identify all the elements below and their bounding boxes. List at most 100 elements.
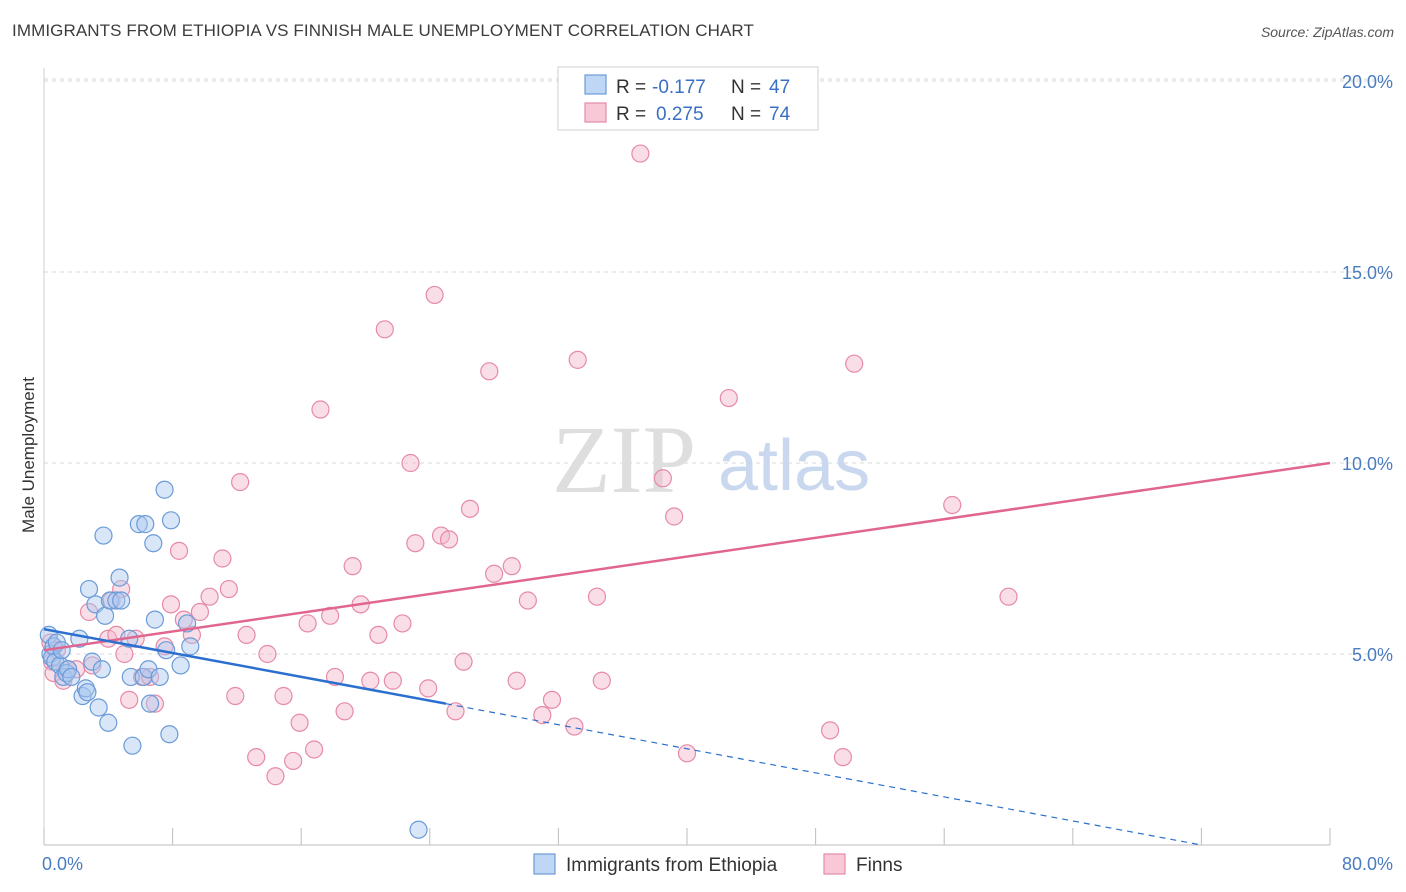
blue-point-41: [160, 725, 179, 744]
pink-point-67: [568, 350, 587, 369]
pink-point-42: [335, 702, 354, 721]
blue-point-16: [79, 579, 99, 599]
pink-point-24: [190, 602, 210, 622]
pink-point-13: [115, 644, 134, 664]
blue-point-27: [112, 591, 131, 610]
y-axis-label: Male Unemployment: [19, 377, 38, 533]
pink-point-29: [231, 473, 250, 492]
pink-point-20: [161, 595, 181, 614]
blue-point-31: [129, 515, 148, 534]
blue-point-17: [83, 652, 102, 671]
axes: 5.0% 10.0% 15.0% 20.0% 0.0% 80.0%: [42, 68, 1393, 874]
blue-point-19: [89, 698, 108, 717]
blue-point-29: [121, 667, 140, 687]
blue-point-46: [409, 820, 428, 839]
pink-point-51: [406, 534, 425, 553]
pink-point-73: [820, 721, 840, 740]
blue-point-38: [150, 667, 169, 687]
pink-point-2: [44, 663, 63, 683]
blue-point-11: [62, 667, 81, 687]
blue-point-45: [181, 637, 200, 656]
pink-point-46: [369, 625, 388, 645]
x-tick-label-1: 80.0%: [1342, 854, 1393, 874]
pink-point-21: [169, 541, 189, 560]
grid: [44, 78, 1390, 655]
y-tick-label-1: 10.0%: [1342, 454, 1393, 474]
pink-point-38: [304, 740, 324, 759]
pink-point-35: [284, 751, 303, 771]
blue-point-23: [99, 713, 118, 732]
blue-point-42: [161, 511, 181, 530]
legend-n-label-0: N =: [731, 77, 761, 98]
blue-point-7: [52, 641, 71, 660]
pink-point-78: [943, 495, 962, 515]
pink-point-70: [631, 144, 650, 163]
pink-point-79: [999, 587, 1018, 606]
pink-point-27: [219, 579, 238, 599]
legend-n-label-1: N =: [731, 104, 761, 125]
pink-point-49: [393, 614, 412, 633]
pink-point-76: [845, 354, 864, 373]
blue-point-25: [107, 591, 126, 610]
pink-point-36: [290, 713, 309, 732]
blue-point-15: [78, 683, 97, 702]
pink-point-47: [375, 320, 394, 339]
pink-point-71: [653, 469, 672, 488]
pink-point-50: [401, 453, 420, 473]
x-tick-label-0: 0.0%: [42, 854, 83, 874]
legend-r-label-0: R =: [616, 77, 646, 98]
pink-point-45: [361, 671, 380, 690]
pink-point-18: [145, 694, 165, 713]
trend-line-finns: [43, 461, 1331, 652]
pink-point-30: [237, 625, 256, 645]
watermark-atlas: atlas: [718, 426, 870, 506]
pink-point-39: [311, 400, 330, 419]
data-points: [39, 144, 1018, 839]
y-tick-label-2: 15.0%: [1342, 263, 1393, 283]
blue-point-26: [110, 568, 129, 587]
legend-swatch-blue: [584, 74, 607, 95]
pink-point-77: [833, 748, 853, 767]
pink-point-17: [140, 667, 160, 687]
pink-point-63: [518, 591, 537, 610]
blue-point-33: [136, 515, 155, 534]
trend-lines: [43, 461, 1331, 846]
y-tick-label-3: 20.0%: [1342, 72, 1393, 92]
pink-point-34: [274, 686, 293, 706]
pink-point-33: [266, 767, 285, 786]
pink-point-31: [247, 748, 266, 767]
blue-point-37: [145, 610, 165, 629]
legend-r-label-1: R =: [616, 104, 646, 125]
pink-point-14: [120, 690, 139, 709]
pink-point-25: [200, 587, 219, 606]
watermark: ZIP atlas: [552, 406, 870, 513]
bottom-legend-label-1: Finns: [856, 855, 902, 876]
pink-point-28: [226, 686, 245, 706]
pink-point-64: [533, 706, 552, 725]
pink-point-60: [485, 564, 504, 583]
legend: R = -0.177 N = 47 R = 0.275 N = 74: [557, 66, 819, 131]
blue-point-21: [94, 526, 113, 545]
pink-point-53: [425, 285, 444, 305]
blue-point-39: [155, 480, 174, 499]
pink-point-69: [592, 671, 611, 690]
pink-point-72: [677, 744, 697, 763]
pink-point-37: [298, 614, 317, 633]
pink-point-68: [587, 587, 607, 606]
pink-point-8: [83, 656, 102, 675]
pink-point-56: [446, 702, 465, 721]
bottom-legend-swatch-pink: [823, 853, 846, 875]
pink-point-32: [258, 644, 277, 664]
pink-point-74: [665, 507, 684, 526]
pink-point-52: [419, 679, 438, 698]
source-label: Source: ZipAtlas.com: [1260, 24, 1394, 40]
pink-point-75: [719, 388, 738, 408]
y-tick-label-0: 5.0%: [1352, 645, 1393, 665]
blue-point-20: [92, 660, 111, 679]
blue-point-22: [95, 606, 115, 625]
pink-point-23: [182, 625, 201, 645]
pink-point-26: [213, 549, 232, 568]
bottom-legend-swatch-blue: [533, 853, 556, 875]
trend-line-ethiopia: [43, 627, 447, 705]
legend-r-value-0: -0.177: [652, 77, 706, 98]
